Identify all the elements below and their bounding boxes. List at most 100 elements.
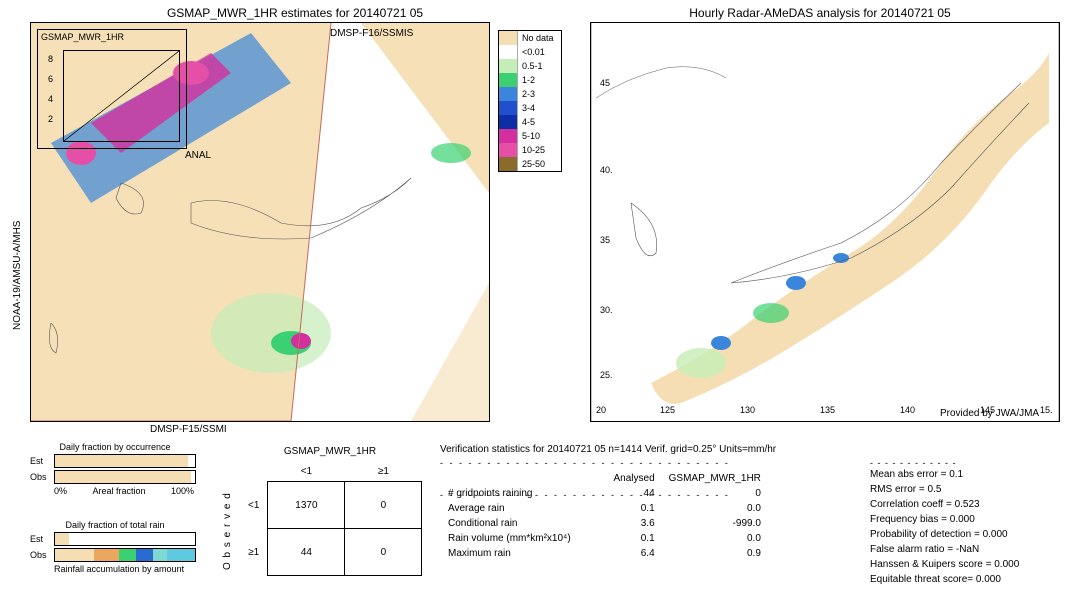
legend-swatch	[499, 87, 518, 101]
occurrence-title: Daily fraction by occurrence	[30, 442, 200, 452]
legend-label: 0.5-1	[518, 61, 543, 71]
dash-sep: - - - - - - - - - - - - - - - - - - - - …	[440, 458, 730, 468]
scores-block: Mean abs error = 0.1RMS error = 0.5Corre…	[870, 467, 1019, 587]
contingency-col: <1	[268, 462, 345, 482]
stats-val: 0.9	[663, 547, 767, 560]
legend-label: <0.01	[518, 47, 545, 57]
stats-row: Average rain0.10.0	[442, 502, 767, 515]
bar-track	[54, 532, 196, 546]
contingency-title: GSMAP_MWR_1HR	[250, 446, 410, 457]
right-ytick: 35	[600, 235, 610, 245]
right-ytick: 30.	[600, 305, 613, 315]
anal-label: ANAL	[185, 150, 211, 161]
right-xtick: 15.	[1040, 405, 1053, 415]
legend-swatch	[499, 129, 518, 143]
contingency-row: ≥1	[240, 529, 268, 576]
score-line: Mean abs error = 0.1	[870, 467, 1019, 482]
legend-label: 5-10	[518, 131, 540, 141]
stats-val: -999.0	[663, 517, 767, 530]
legend-row: 1-2	[499, 73, 561, 87]
inset-title: GSMAP_MWR_1HR	[41, 32, 124, 42]
legend-row: 25-50	[499, 157, 561, 171]
colorbar-legend: No data<0.010.5-11-22-33-44-55-1010-2525…	[498, 30, 562, 172]
legend-swatch	[499, 59, 518, 73]
stats-table: AnalysedGSMAP_MWR_1HR # gridpoints raini…	[440, 470, 769, 562]
bar-segment	[55, 549, 94, 561]
legend-label: 25-50	[518, 159, 545, 169]
right-xtick: 125	[660, 405, 675, 415]
bar-row: Est	[30, 532, 200, 546]
totalrain-title: Daily fraction of total rain	[30, 520, 200, 530]
score-line: Equitable threat score= 0.000	[870, 572, 1019, 587]
legend-row: 4-5	[499, 115, 561, 129]
legend-swatch	[499, 143, 518, 157]
left-map-title: GSMAP_MWR_1HR estimates for 20140721 05	[90, 6, 500, 20]
bar-label: Est	[30, 534, 54, 544]
contingency-table: <1≥1 <113700 ≥1440	[240, 462, 422, 576]
stats-val: 0.1	[579, 532, 661, 545]
sat-bottom-label: DMSP-F15/SSMI	[150, 424, 227, 435]
score-line: Hanssen & Kuipers score = 0.000	[870, 557, 1019, 572]
bar-row: Obs	[30, 470, 200, 484]
right-map-credit: Provided by JWA/JMA	[940, 408, 1039, 419]
stats-col2: GSMAP_MWR_1HR	[663, 472, 767, 485]
sat-left-label: NOAA-19/AMSU-A/MHS	[12, 221, 23, 330]
stats-val: 6.4	[579, 547, 661, 560]
contingency-row: <1	[240, 482, 268, 529]
bar-segment	[119, 549, 136, 561]
legend-label: 3-4	[518, 103, 535, 113]
occurrence-xleft: 0%	[54, 486, 67, 496]
right-xtick: 130	[740, 405, 755, 415]
inset-ytick: 6	[48, 74, 53, 84]
contingency-cell: 0	[345, 529, 422, 576]
legend-label: 10-25	[518, 145, 545, 155]
bar-row: Est	[30, 454, 200, 468]
dash-sep: - - - - - - - - - - - - - - - - - - - - …	[440, 490, 730, 500]
dash-sep: - - - - - - - - - - - -	[870, 458, 956, 468]
right-ytick: 40.	[600, 165, 613, 175]
totalrain-axis-label: Rainfall accumulation by amount	[54, 564, 200, 574]
bar-fill	[55, 471, 191, 483]
bar-track	[54, 454, 196, 468]
score-line: Probability of detection = 0.000	[870, 527, 1019, 542]
left-map-inset: GSMAP_MWR_1HR 8 6 4 2	[37, 29, 187, 149]
inset-ytick: 4	[48, 94, 53, 104]
stats-val: 0.0	[663, 532, 767, 545]
right-xtick: 135	[820, 405, 835, 415]
legend-swatch	[499, 157, 518, 171]
legend-swatch	[499, 31, 518, 45]
bar-fill	[55, 455, 188, 467]
contingency-side-label: O b s e r v e d	[222, 492, 233, 570]
verification-header: Verification statistics for 20140721 05 …	[440, 444, 776, 455]
stats-label: Rain volume (mm*km²x10⁴)	[442, 532, 577, 545]
legend-label: 2-3	[518, 89, 535, 99]
right-xtick: 20	[596, 405, 606, 415]
bar-track	[54, 548, 196, 562]
score-line: Frequency bias = 0.000	[870, 512, 1019, 527]
stats-val: 3.6	[579, 517, 661, 530]
bar-segment	[94, 549, 119, 561]
legend-label: 4-5	[518, 117, 535, 127]
stats-row: Maximum rain6.40.9	[442, 547, 767, 560]
bar-label: Est	[30, 456, 54, 466]
right-map-svg	[591, 23, 1059, 421]
bar-segment	[167, 549, 195, 561]
score-line: False alarm ratio = -NaN	[870, 542, 1019, 557]
stats-label: Maximum rain	[442, 547, 577, 560]
totalrain-chart: Daily fraction of total rain Est Obs Rain…	[30, 520, 200, 574]
legend-row: <0.01	[499, 45, 561, 59]
bar-label: Obs	[30, 472, 54, 482]
bar-segment	[55, 533, 69, 545]
legend-row: 10-25	[499, 143, 561, 157]
bar-track	[54, 470, 196, 484]
score-line: RMS error = 0.5	[870, 482, 1019, 497]
stats-col1: Analysed	[579, 472, 661, 485]
legend-swatch	[499, 115, 518, 129]
left-map-panel: GSMAP_MWR_1HR 8 6 4 2	[30, 22, 490, 422]
right-map-title: Hourly Radar-AMeDAS analysis for 2014072…	[600, 6, 1040, 20]
bar-label: Obs	[30, 550, 54, 560]
legend-row: 0.5-1	[499, 59, 561, 73]
stats-val: 0.0	[663, 502, 767, 515]
inset-ytick: 8	[48, 54, 53, 64]
contingency-col: ≥1	[345, 462, 422, 482]
